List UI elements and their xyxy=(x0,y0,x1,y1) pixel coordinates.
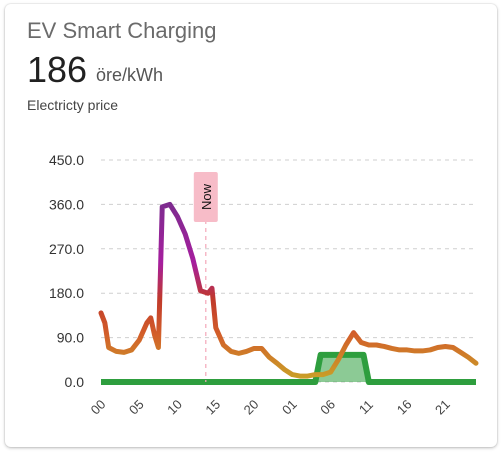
now-label-box xyxy=(193,172,218,222)
y-tick-label: 360.0 xyxy=(49,196,84,212)
y-tick-label: 450.0 xyxy=(49,152,84,168)
x-tick-label: 05 xyxy=(126,397,147,418)
x-tick-label: 10 xyxy=(164,397,185,418)
y-tick-label: 180.0 xyxy=(49,285,84,301)
charging-area xyxy=(101,354,476,382)
x-tick-label: 20 xyxy=(241,397,262,418)
x-tick-label: 21 xyxy=(432,397,453,418)
x-tick-label: 00 xyxy=(88,397,109,418)
y-tick-label: 90.0 xyxy=(57,330,84,346)
x-tick-label: 06 xyxy=(317,397,338,418)
y-tick-label: 270.0 xyxy=(49,241,84,257)
y-tick-label: 0.0 xyxy=(65,374,85,390)
price-line xyxy=(98,201,479,379)
charging-line xyxy=(101,351,476,385)
x-tick-label: 11 xyxy=(356,397,376,417)
ev-charging-card: EV Smart Charging 186 öre/kWh Electricty… xyxy=(5,4,497,447)
price-unit: öre/kWh xyxy=(96,65,164,85)
x-tick-label: 01 xyxy=(279,397,300,418)
price-value: 186 xyxy=(27,49,88,90)
price-subtitle: Electricty price xyxy=(27,97,119,113)
charging-schedule xyxy=(101,351,476,385)
y-axis: 450.0 360.0 270.0 180.0 90.0 0.0 xyxy=(49,152,84,390)
price-series xyxy=(98,201,479,379)
now-marker: Now xyxy=(193,172,218,382)
x-tick-label: 16 xyxy=(394,397,415,418)
now-label: Now xyxy=(199,183,214,210)
x-tick-label: 15 xyxy=(202,397,223,418)
x-axis: 00 05 10 15 20 01 06 11 16 21 xyxy=(88,397,453,418)
card-title: EV Smart Charging xyxy=(27,18,217,43)
